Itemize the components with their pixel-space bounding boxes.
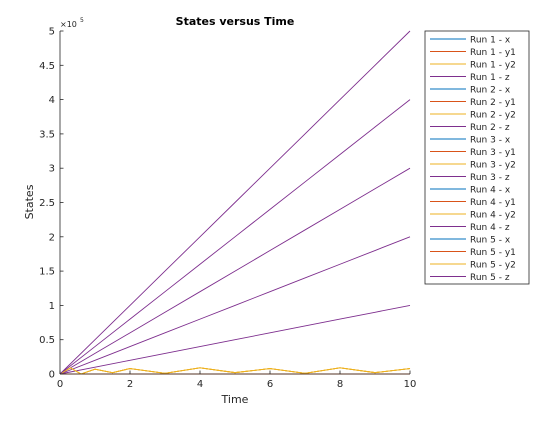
chart-title: States versus Time [176,15,295,28]
legend-item-run-2-x[interactable]: Run 2 - x [430,85,511,95]
legend-label: Run 4 - y2 [470,210,516,220]
legend-label: Run 5 - x [470,235,511,245]
y-tick-label: 0.5 [39,335,55,346]
x-tick-label: 6 [267,379,273,390]
x-tick-label: 8 [337,379,343,390]
legend-item-run-1-x[interactable]: Run 1 - x [430,35,511,45]
legend-item-run-3-y2[interactable]: Run 3 - y2 [430,160,516,170]
y-exponent-base: ×10 [60,20,77,29]
legend-item-run-2-y2[interactable]: Run 2 - y2 [430,110,516,120]
legend-item-run-1-z[interactable]: Run 1 - z [430,73,510,83]
legend-label: Run 1 - y1 [470,48,516,58]
legend-label: Run 1 - z [470,73,510,83]
legend-item-run-4-y1[interactable]: Run 4 - y1 [430,198,516,208]
y-tick-label: 0 [49,370,55,381]
legend-box [424,30,530,285]
legend-label: Run 5 - z [470,273,510,283]
legend-item-run-1-y2[interactable]: Run 1 - y2 [430,60,516,70]
x-axis-label: Time [221,393,249,406]
legend-label: Run 2 - z [470,123,510,133]
legend-item-run-5-x[interactable]: Run 5 - x [430,235,511,245]
series-line-run-5-z [59,30,411,375]
legend[interactable]: Run 1 - x Run 1 - y1 Run 1 - y2 Run 1 - z Ru… [424,30,530,285]
y-tick-label: 1.5 [39,267,55,278]
legend-label: Run 1 - x [470,35,511,45]
legend-item-run-2-y1[interactable]: Run 2 - y1 [430,98,516,108]
legend-item-run-2-z[interactable]: Run 2 - z [430,123,510,133]
y-exponent-power: 5 [80,17,84,24]
x-tick-label: 2 [127,379,133,390]
legend-item-run-4-y2[interactable]: Run 4 - y2 [430,210,516,220]
legend-label: Run 3 - y2 [470,160,516,170]
legend-item-run-3-z[interactable]: Run 3 - z [430,173,510,183]
legend-item-run-3-x[interactable]: Run 3 - x [430,135,511,145]
x-tick-label: 0 [57,379,63,390]
series-line-run-3-z [59,167,411,375]
series-line-run-1-z [59,304,411,375]
series-line-run-4-z [59,99,411,375]
legend-label: Run 3 - y1 [470,148,516,158]
legend-label: Run 2 - y2 [470,110,516,120]
legend-label: Run 4 - z [470,223,510,233]
series-line-run-2-z [59,236,411,375]
series-line-run-5-y2 [59,367,411,375]
legend-item-run-5-z[interactable]: Run 5 - z [430,273,510,283]
x-ticks: 0 2 4 6 8 10 [57,370,417,390]
y-tick-label: 3.5 [39,129,55,140]
legend-label: Run 1 - y2 [470,60,516,70]
y-tick-label: 2.5 [39,198,55,209]
y-tick-label: 3 [49,164,55,175]
y-ticks: 0 0.5 1 1.5 2 2.5 3 3.5 4 4.5 5 [39,27,64,381]
y-tick-label: 4.5 [39,61,55,72]
legend-label: Run 5 - y2 [470,260,516,270]
legend-label: Run 4 - y1 [470,198,516,208]
legend-label: Run 3 - z [470,173,510,183]
legend-item-run-5-y1[interactable]: Run 5 - y1 [430,248,516,258]
legend-label: Run 2 - x [470,85,511,95]
x-tick-label: 10 [404,379,417,390]
legend-label: Run 5 - y1 [470,248,516,258]
y-tick-label: 1 [49,301,55,312]
y-tick-label: 5 [49,27,55,38]
y-tick-label: 2 [49,232,55,243]
legend-item-run-4-z[interactable]: Run 4 - z [430,223,510,233]
legend-item-run-4-x[interactable]: Run 4 - x [430,185,511,195]
y-tick-label: 4 [49,95,55,106]
legend-item-run-3-y1[interactable]: Run 3 - y1 [430,148,516,158]
y-axis-label: States [23,184,36,219]
legend-items: Run 1 - x Run 1 - y1 Run 1 - y2 Run 1 - z Ru… [430,35,516,283]
x-tick-label: 4 [197,379,203,390]
legend-label: Run 2 - y1 [470,98,516,108]
legend-item-run-1-y1[interactable]: Run 1 - y1 [430,48,516,58]
legend-label: Run 4 - x [470,185,511,195]
legend-item-run-5-y2[interactable]: Run 5 - y2 [430,260,516,270]
legend-label: Run 3 - x [470,135,511,145]
